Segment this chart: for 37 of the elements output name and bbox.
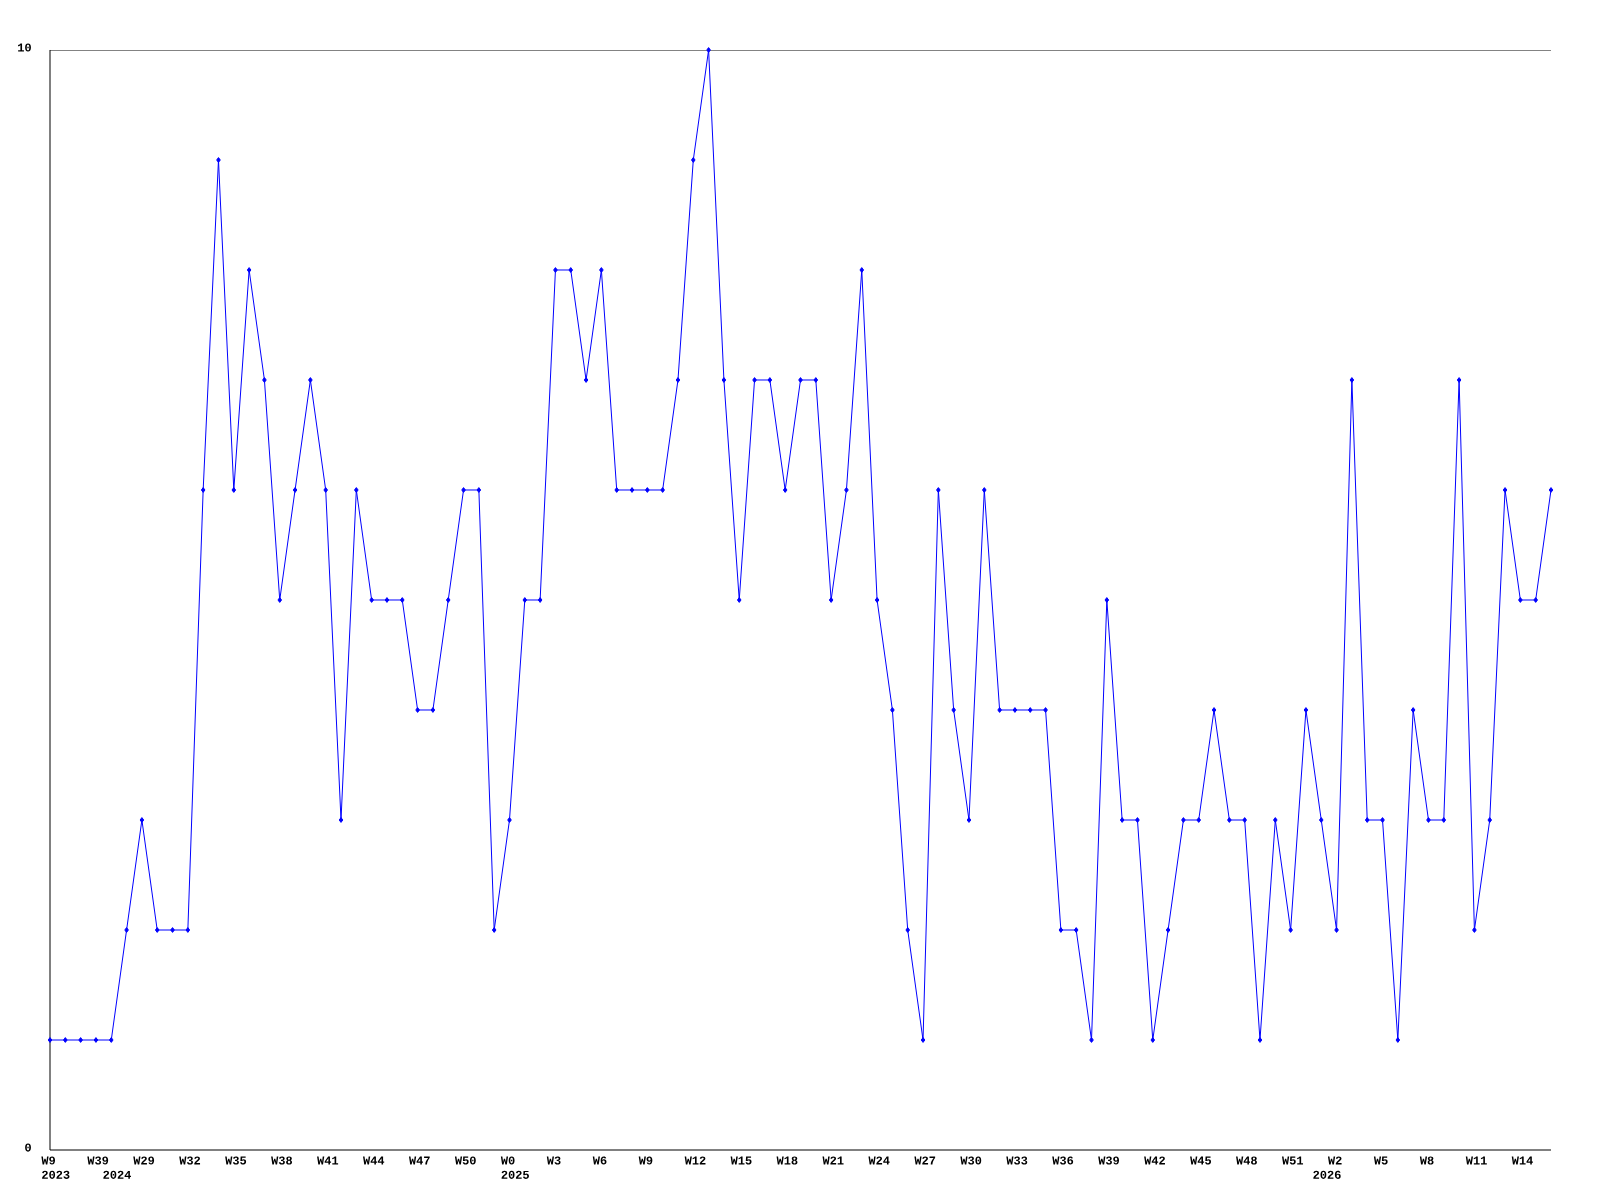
x-tick-label: W48: [1236, 1156, 1257, 1165]
x-tick-label: W8: [1419, 1156, 1434, 1165]
x-tick-label: W15: [730, 1156, 752, 1165]
x-tick-label: W6: [592, 1156, 607, 1165]
x-tick-label: W42: [1144, 1156, 1165, 1165]
x-tick-label: 2026: [1313, 1170, 1341, 1179]
y-tick-label: 0: [25, 1143, 31, 1152]
x-tick-label: W21: [822, 1156, 844, 1165]
x-tick-label: W41: [317, 1156, 339, 1165]
x-tick-label: W36: [1052, 1156, 1074, 1165]
x-tick-label: W30: [960, 1156, 982, 1165]
x-tick-label: W9 2023: [41, 1156, 70, 1179]
y-tick-label: 10: [18, 43, 31, 52]
x-tick-label: W18: [776, 1156, 798, 1165]
x-tick-label: W35: [225, 1156, 247, 1165]
x-tick-label: W45: [1190, 1156, 1212, 1165]
x-tick-label: W29: [133, 1156, 155, 1165]
x-tick-label: W3: [546, 1156, 561, 1165]
x-tick-label: W50: [454, 1156, 476, 1165]
x-tick-label: W11: [1465, 1156, 1487, 1165]
x-tick-label: W44: [363, 1156, 385, 1165]
x-tick-label: 2024: [103, 1170, 131, 1179]
x-tick-label: W9: [638, 1156, 653, 1165]
x-tick-label: W5: [1373, 1156, 1388, 1165]
x-tick-label: W33: [1006, 1156, 1028, 1165]
x-tick-label: W0 2025: [500, 1156, 529, 1179]
x-tick-label: W39: [1098, 1156, 1120, 1165]
x-tick-label: W38: [271, 1156, 293, 1165]
x-tick-label: W2: [1327, 1156, 1342, 1165]
x-tick-label: W27: [914, 1156, 936, 1165]
x-tick-label: W12: [684, 1156, 706, 1165]
x-tick-label: W32: [179, 1156, 201, 1165]
x-tick-label: W47: [408, 1156, 430, 1165]
x-tick-label: W39: [87, 1156, 109, 1165]
x-tick-label: W51: [1282, 1156, 1304, 1165]
x-tick-label: W24: [868, 1156, 890, 1165]
x-tick-label: W14: [1511, 1156, 1533, 1165]
